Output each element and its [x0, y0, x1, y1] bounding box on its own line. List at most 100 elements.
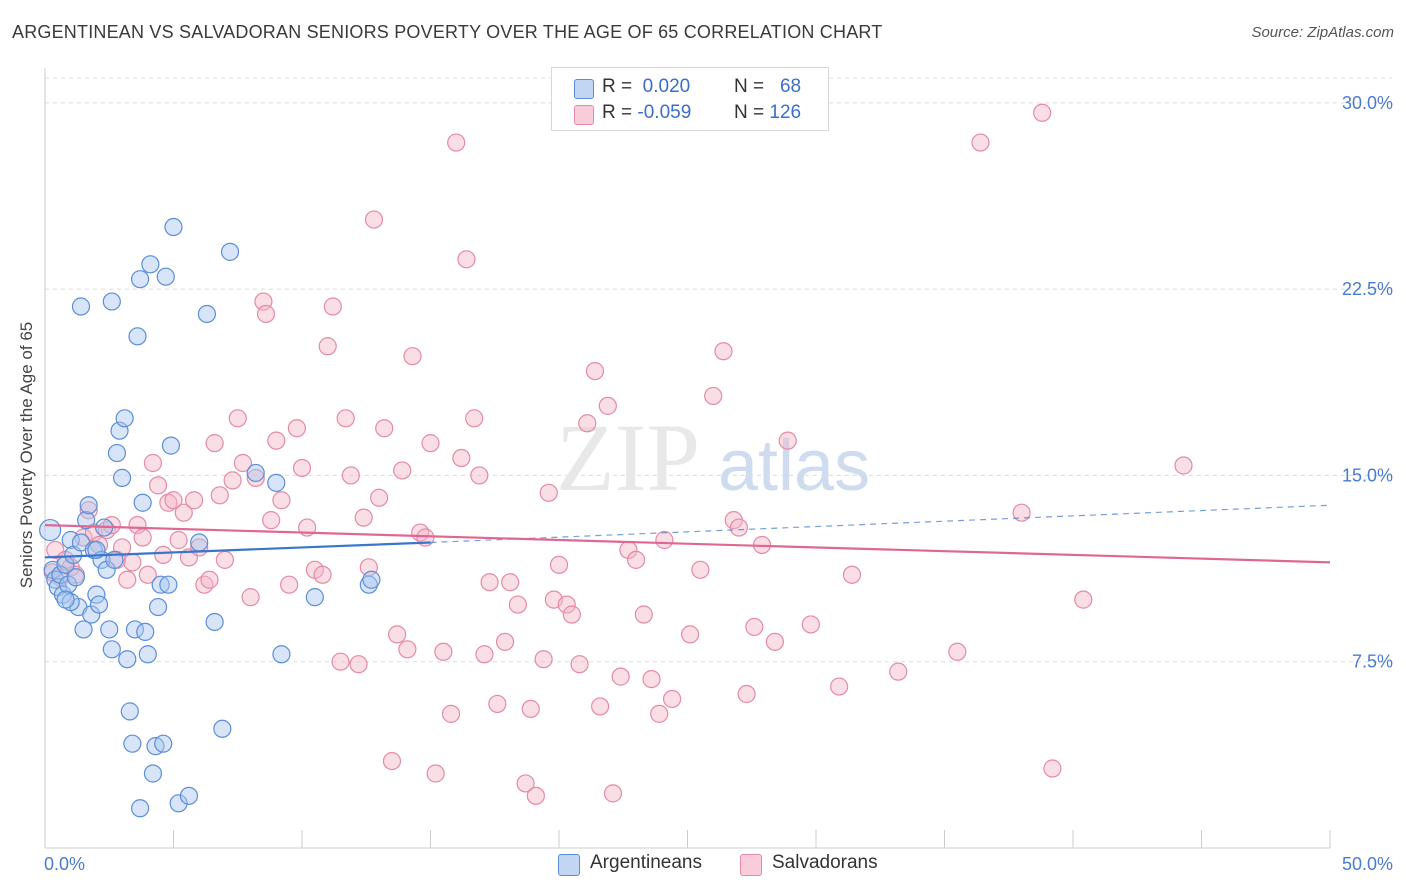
salvadoran-point — [200, 570, 219, 589]
x-tick-label: 0.0% — [44, 854, 85, 874]
salvadoran-point — [267, 431, 286, 450]
y-tick-label: 22.5% — [1342, 279, 1393, 299]
argentinean-point — [51, 565, 70, 584]
y-tick-label: 30.0% — [1342, 93, 1393, 113]
argentinean-point — [141, 255, 160, 274]
salvadoran-point — [634, 605, 653, 624]
salvadoran-point — [539, 483, 558, 502]
salvadoran-point — [143, 453, 163, 473]
argentinean-point — [128, 327, 147, 346]
salvadoran-point — [480, 573, 499, 592]
salvadoran-point — [521, 699, 540, 719]
salvadoran-point — [272, 491, 291, 510]
watermark-atlas: atlas — [718, 426, 870, 506]
argentinean-point — [164, 217, 183, 237]
salvadoran-point — [650, 704, 669, 723]
salvadoran-point — [655, 530, 674, 550]
argentinean-point — [136, 622, 155, 642]
salvadoran-point — [387, 625, 407, 644]
argentinean-point — [267, 473, 286, 492]
salvadoran-point — [562, 605, 581, 624]
salvadoran-point — [549, 555, 569, 574]
argentinean-point — [272, 645, 291, 664]
salvadoran-point — [313, 565, 332, 584]
legend-r-value: -0.059 — [637, 102, 692, 123]
x-tick-label: 50.0% — [1342, 854, 1393, 874]
salvadoran-point — [1074, 590, 1093, 609]
series-label: Argentineans — [590, 852, 702, 873]
salvadoran-point — [465, 409, 484, 428]
argentinean-point — [190, 533, 209, 552]
argentinean-point — [120, 702, 139, 721]
salvadoran-point — [680, 625, 700, 644]
legend-n-value: 126 — [769, 102, 802, 123]
salvadoran-point — [516, 774, 535, 793]
salvadoran-point — [470, 466, 489, 485]
argentinean-point — [56, 590, 75, 609]
salvadoran-point — [370, 488, 389, 507]
argentinean-point — [154, 734, 173, 753]
legend-r-value: 0.020 — [642, 76, 691, 97]
argentinean-point — [71, 297, 91, 316]
salvadoran-point — [452, 448, 471, 468]
salvadoran-point — [354, 508, 373, 527]
salvadoran-point — [280, 575, 299, 594]
argentinean-point — [130, 799, 150, 818]
salvadoran-point — [210, 486, 229, 505]
argentinean-point — [66, 568, 85, 587]
salvadoran-point — [426, 764, 445, 783]
salvadoran-point — [262, 511, 281, 530]
argentinean-point — [74, 620, 93, 639]
salvadoran-point — [447, 133, 466, 152]
salvadorans-trend-line — [44, 523, 1331, 564]
salvadoran-point — [336, 409, 355, 428]
argentineans-points — [39, 217, 381, 818]
salvadoran-point — [241, 588, 260, 607]
salvadoran-point — [714, 342, 733, 361]
salvadoran-point — [256, 304, 276, 324]
salvadoran-point — [842, 565, 862, 584]
salvadoran-point — [393, 461, 412, 480]
correlation-legend: R = 0.020 N = 68 R = -0.059 N = 126 — [551, 67, 829, 131]
salvadoran-point — [534, 650, 553, 669]
salvadoran-point — [205, 434, 224, 453]
salvadoran-point — [118, 570, 137, 589]
series-label: Salvadorans — [772, 852, 878, 873]
salvadoran-point — [323, 297, 342, 316]
salvadoran-point — [228, 409, 247, 428]
legend-n-label: N = — [734, 102, 765, 123]
salvadoran-point — [138, 565, 157, 584]
salvadoran-point — [526, 786, 545, 805]
argentinean-point — [97, 560, 116, 579]
salvadoran-point — [603, 784, 623, 803]
salvadoran-point — [331, 652, 350, 671]
argentinean-point — [305, 588, 324, 607]
salvadoran-point — [778, 431, 797, 450]
series-legend: Argentineans Salvadorans — [0, 852, 1406, 878]
salvadoran-point — [611, 667, 630, 686]
argentinean-point — [151, 575, 170, 594]
salvadoran-point — [830, 677, 849, 696]
y-axis-title: Seniors Poverty Over the Age of 65 — [17, 322, 36, 588]
salvadoran-point — [434, 642, 453, 661]
salvadoran-point — [729, 518, 749, 537]
source-label: Source: ZipAtlas.com — [1251, 24, 1394, 41]
salvadoran-point — [598, 396, 617, 415]
series-swatch-pink — [740, 854, 762, 876]
salvadoran-point — [488, 694, 507, 714]
gridlines — [45, 77, 1392, 663]
salvadoran-point — [441, 704, 461, 723]
y-tick-label: 7.5% — [1352, 652, 1393, 672]
argentinean-point — [359, 575, 378, 594]
salvadoran-point — [501, 573, 520, 592]
argentinean-point — [169, 794, 188, 813]
axes — [44, 68, 1331, 849]
legend-r-label: R = — [602, 102, 633, 123]
salvadoran-point — [154, 545, 173, 565]
y-tick-labels: 7.5% 15.0% 22.5% 30.0% — [1342, 93, 1393, 672]
argentinean-point — [107, 443, 127, 463]
salvadoran-point — [557, 595, 576, 614]
salvadoran-point — [508, 595, 527, 614]
salvadoran-point — [223, 471, 242, 490]
